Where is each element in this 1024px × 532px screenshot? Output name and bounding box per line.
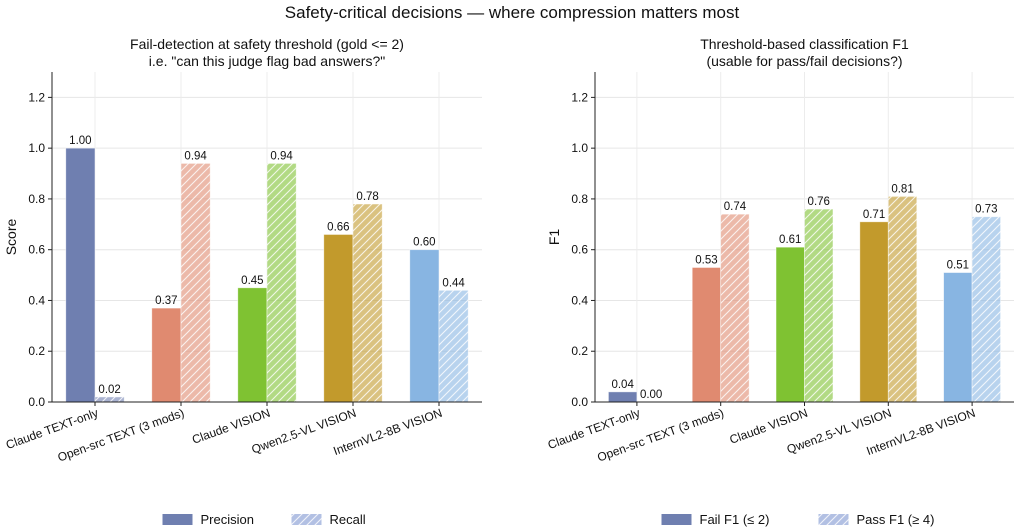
bar-value-label: 0.78 xyxy=(356,191,378,203)
bar-value-label: 0.04 xyxy=(611,379,634,391)
y-tick-label: 0.8 xyxy=(28,192,45,206)
bar-value-label: 0.51 xyxy=(947,260,969,272)
bar-hatch xyxy=(888,196,917,402)
y-tick-label: 0.4 xyxy=(28,293,45,307)
chart-title: Fail-detection at safety threshold (gold… xyxy=(130,36,404,52)
y-tick-label: 0.8 xyxy=(571,192,588,206)
bar-value-label: 0.76 xyxy=(808,196,830,208)
y-tick-label: 1.0 xyxy=(571,141,588,155)
bar-value-label: 0.94 xyxy=(270,150,293,162)
bar-value-label: 0.02 xyxy=(98,384,120,396)
bar-hatch xyxy=(95,396,125,402)
bar-value-label: 0.37 xyxy=(155,295,177,307)
bar-value-label: 0.44 xyxy=(442,277,465,289)
y-tick-label: 0.2 xyxy=(571,344,588,358)
bar-hatch xyxy=(439,290,469,402)
bar xyxy=(65,148,95,402)
bar-value-label: 0.60 xyxy=(413,237,435,249)
bar-value-label: 0.45 xyxy=(241,275,263,287)
bar-hatch xyxy=(804,209,833,402)
y-tick-label: 0.4 xyxy=(571,293,588,307)
bar-value-label: 0.61 xyxy=(779,234,801,246)
y-axis-label: F1 xyxy=(546,229,562,246)
legend-label: Precision xyxy=(201,512,254,527)
legend-label: Fail F1 (≤ 2) xyxy=(700,512,770,527)
bar-hatch xyxy=(720,214,750,402)
bar-hatch xyxy=(267,163,297,402)
y-axis-label: Score xyxy=(3,219,19,256)
bar xyxy=(237,287,267,402)
bar xyxy=(692,267,721,402)
chart-subtitle: (usable for pass/fail decisions?) xyxy=(706,53,902,69)
chart-title: Threshold-based classification F1 xyxy=(700,36,909,52)
bar-hatch xyxy=(353,204,383,402)
y-tick-label: 0.0 xyxy=(28,395,45,409)
bar-value-label: 1.00 xyxy=(69,135,91,147)
legend-label: Pass F1 (≥ 4) xyxy=(857,512,935,527)
bar-value-label: 0.74 xyxy=(724,201,747,213)
y-tick-label: 1.0 xyxy=(28,141,45,155)
bar-hatch xyxy=(181,163,211,402)
bar-value-label: 0.81 xyxy=(891,183,913,195)
legend-swatch xyxy=(661,514,692,525)
y-tick-label: 0.2 xyxy=(28,344,45,358)
bar xyxy=(323,234,353,402)
bar-value-label: 0.66 xyxy=(327,221,349,233)
bar-value-label: 0.73 xyxy=(975,204,997,216)
y-tick-label: 0.6 xyxy=(28,243,45,257)
y-tick-label: 0.0 xyxy=(571,395,588,409)
legend-label: Recall xyxy=(330,512,366,527)
bar xyxy=(859,221,889,402)
y-tick-label: 0.6 xyxy=(571,243,588,257)
bar xyxy=(776,247,805,402)
bar xyxy=(608,391,637,402)
bar xyxy=(151,308,181,402)
bar-value-label: 0.94 xyxy=(184,150,207,162)
legend-swatch xyxy=(162,514,193,525)
bar-value-label: 0.00 xyxy=(640,389,662,401)
legend-swatch-hatch xyxy=(291,514,322,525)
chart-subtitle: i.e. "can this judge flag bad answers?" xyxy=(149,53,385,69)
bar-value-label: 0.53 xyxy=(695,254,717,266)
bar-value-label: 0.71 xyxy=(863,209,885,221)
y-tick-label: 1.2 xyxy=(28,90,45,104)
bar-hatch xyxy=(972,216,1001,402)
bar xyxy=(943,272,973,402)
figure-suptitle: Safety-critical decisions — where compre… xyxy=(284,3,740,22)
y-tick-label: 1.2 xyxy=(571,90,588,104)
legend-swatch-hatch xyxy=(818,514,849,525)
bar xyxy=(409,249,439,402)
